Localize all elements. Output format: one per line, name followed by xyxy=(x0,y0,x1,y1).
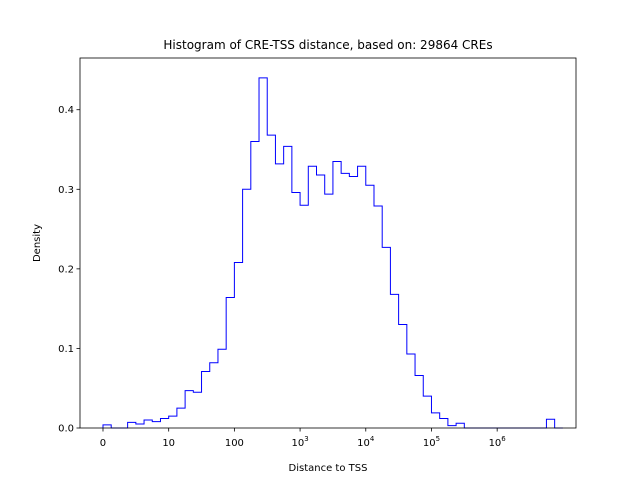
x-tick-label: 0 xyxy=(100,438,106,449)
histogram-bin xyxy=(275,164,283,428)
histogram-bin xyxy=(136,424,144,428)
histogram-bin xyxy=(341,173,349,428)
x-tick-label: 10 xyxy=(162,438,175,449)
histogram-bin xyxy=(218,349,226,428)
x-tick-label: 100 xyxy=(225,438,244,449)
histogram-bin xyxy=(440,418,448,428)
histogram-bin xyxy=(333,161,341,428)
histogram-bin xyxy=(226,298,234,428)
y-tick-label: 0.3 xyxy=(58,185,74,196)
histogram-bin xyxy=(423,396,431,428)
histogram-bin xyxy=(374,206,382,428)
histogram-bin xyxy=(317,175,325,428)
histogram-bin xyxy=(152,422,160,428)
chart-title: Histogram of CRE-TSS distance, based on:… xyxy=(163,38,492,52)
histogram-bin xyxy=(546,419,554,428)
histogram-bin xyxy=(251,142,259,428)
histogram-bin xyxy=(358,166,366,428)
histogram-bin xyxy=(267,135,275,428)
histogram-bin xyxy=(284,146,292,428)
histogram-step-line xyxy=(102,77,563,429)
x-tick-label: 105 xyxy=(423,435,440,449)
y-tick-label: 0.2 xyxy=(58,264,74,275)
histogram-bin xyxy=(431,413,439,428)
y-tick-label: 0.4 xyxy=(58,105,74,116)
y-axis-label: Density xyxy=(32,224,43,262)
histogram-bin xyxy=(185,391,193,428)
histogram-bin xyxy=(407,354,415,428)
x-axis: 0 10 100 103 104 105 106 xyxy=(100,428,506,449)
histogram-bin xyxy=(202,372,210,428)
y-axis: 0.0 0.1 0.2 0.3 0.4 xyxy=(58,105,80,435)
histogram-bin xyxy=(390,294,398,428)
histogram-bin xyxy=(325,194,333,428)
histogram-bin xyxy=(177,408,185,428)
y-tick-label: 0.0 xyxy=(58,424,74,435)
y-tick-label: 0.1 xyxy=(58,344,74,355)
histogram-bin xyxy=(169,416,177,428)
histogram-bin xyxy=(300,205,308,428)
histogram-bin xyxy=(292,192,300,428)
plot-frame xyxy=(79,57,577,429)
histogram-bin xyxy=(193,392,201,428)
histogram-bin xyxy=(144,420,152,428)
histogram-bin xyxy=(415,375,423,428)
histogram-bin xyxy=(128,422,136,428)
histogram-bin xyxy=(399,325,407,428)
x-axis-label: Distance to TSS xyxy=(289,463,368,474)
histogram-bin xyxy=(160,418,168,428)
x-tick-label: 106 xyxy=(489,435,507,449)
histogram-bin xyxy=(243,189,251,428)
x-tick-label: 104 xyxy=(357,435,375,449)
plot-area xyxy=(80,58,576,428)
histogram-bin xyxy=(308,166,316,428)
histogram-bin xyxy=(210,363,218,428)
histogram-bin xyxy=(366,185,374,428)
x-tick-label: 103 xyxy=(291,435,308,449)
histogram-bin xyxy=(349,177,357,428)
histogram-bin xyxy=(103,425,111,428)
histogram-bin xyxy=(234,262,242,428)
histogram-bin xyxy=(259,78,267,428)
histogram-bin xyxy=(456,423,464,428)
histogram-bin xyxy=(382,247,390,428)
